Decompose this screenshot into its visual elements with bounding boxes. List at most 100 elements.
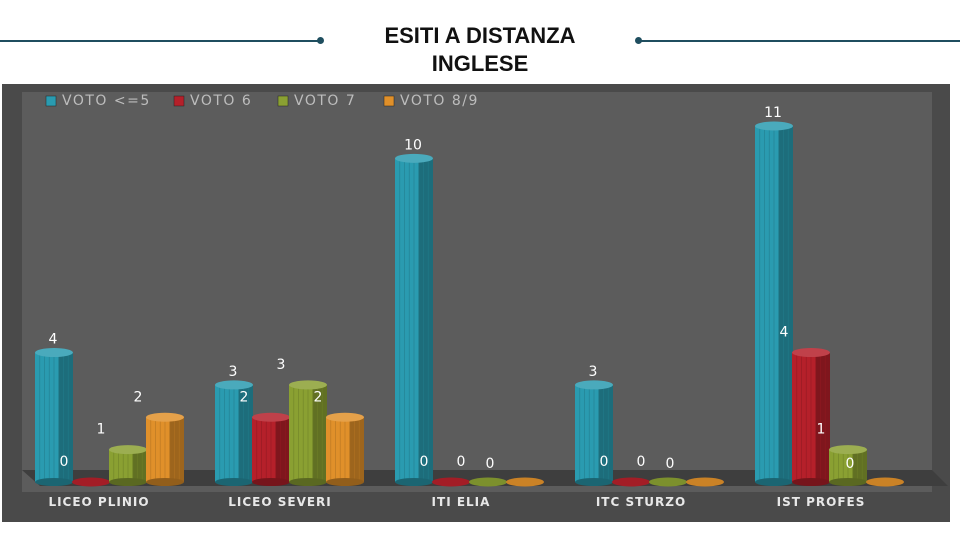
data-label-2-3: 3 bbox=[277, 357, 286, 373]
bar-1-1: 4 bbox=[35, 332, 73, 486]
bar-top bbox=[506, 477, 544, 487]
data-label-1-2: 0 bbox=[60, 454, 69, 470]
data-label-2-1: 3 bbox=[229, 364, 238, 380]
bar-shade bbox=[778, 126, 793, 482]
bar-top bbox=[686, 477, 724, 487]
bar-top bbox=[575, 380, 613, 390]
data-label-3-4: 0 bbox=[486, 456, 495, 472]
legend: VOTO <=5 VOTO 6 VOTO 7 VOTO 8/9 bbox=[45, 93, 479, 109]
bar-3-4: 0 bbox=[486, 456, 544, 487]
bar-base bbox=[215, 478, 253, 486]
bar-5-1: 11 bbox=[755, 105, 793, 486]
bar-top bbox=[755, 121, 793, 131]
legend-label-2: VOTO 6 bbox=[190, 93, 252, 109]
bar-3-1: 10 bbox=[395, 137, 433, 486]
bar-top bbox=[866, 477, 904, 487]
title-rule-right bbox=[638, 40, 960, 42]
bar-top bbox=[432, 477, 470, 487]
bar-top bbox=[829, 445, 867, 455]
bar-2-1: 3 bbox=[215, 364, 253, 486]
legend-swatch-1 bbox=[45, 95, 57, 107]
bar-shade bbox=[852, 449, 867, 482]
title-rule-left bbox=[0, 40, 320, 42]
bar-4-2: 0 bbox=[600, 454, 650, 487]
bar-base bbox=[289, 478, 327, 486]
category-label-4: ITC STURZO bbox=[596, 495, 686, 509]
bar-4-4: 0 bbox=[666, 456, 724, 487]
legend-swatch-4 bbox=[383, 95, 395, 107]
bar-shade bbox=[349, 417, 364, 482]
bar-base bbox=[326, 478, 364, 486]
bar-shade bbox=[418, 158, 433, 482]
data-label-5-1: 11 bbox=[764, 105, 782, 121]
bar-4-1: 3 bbox=[575, 364, 613, 486]
data-label-5-3: 1 bbox=[817, 422, 826, 438]
data-label-4-4: 0 bbox=[666, 456, 675, 472]
category-label-5: IST PROFES bbox=[777, 495, 866, 509]
bar-top bbox=[289, 380, 327, 390]
bar-base bbox=[252, 478, 290, 486]
bar-top bbox=[215, 380, 253, 390]
bar-base bbox=[146, 478, 184, 486]
bar-shade bbox=[815, 352, 830, 482]
data-label-3-1: 10 bbox=[404, 137, 422, 153]
bar-shade bbox=[598, 384, 613, 482]
bar-2-3: 3 bbox=[277, 357, 327, 486]
bar-base bbox=[792, 478, 830, 486]
bar-base bbox=[829, 478, 867, 486]
data-label-5-2: 4 bbox=[780, 325, 789, 341]
bar-base bbox=[575, 478, 613, 486]
bar-top bbox=[612, 477, 650, 487]
bar-base bbox=[395, 478, 433, 486]
bar-top bbox=[109, 445, 147, 455]
chart-title: ESITI A DISTANZA INGLESE bbox=[330, 22, 630, 78]
title-rule-left-dot bbox=[317, 37, 324, 44]
legend-label-3: VOTO 7 bbox=[294, 93, 356, 109]
bar-shade bbox=[312, 384, 327, 482]
bar-1-4: 2 bbox=[134, 389, 184, 486]
data-label-3-3: 0 bbox=[457, 454, 466, 470]
data-label-4-3: 0 bbox=[637, 454, 646, 470]
data-label-3-2: 0 bbox=[420, 454, 429, 470]
bar-shade bbox=[238, 384, 253, 482]
data-label-4-2: 0 bbox=[600, 454, 609, 470]
bar-3-3: 0 bbox=[457, 454, 507, 487]
bar-top bbox=[395, 153, 433, 163]
bar-shade bbox=[275, 417, 290, 482]
bar-5-3: 1 bbox=[817, 422, 867, 486]
bar-2-4: 2 bbox=[314, 389, 364, 486]
data-label-2-2: 2 bbox=[240, 389, 249, 405]
chart-title-line-2: INGLESE bbox=[431, 51, 529, 76]
bar-5-2: 4 bbox=[780, 325, 830, 486]
bar-base bbox=[109, 478, 147, 486]
bar-top bbox=[252, 412, 290, 422]
data-label-5-4: 0 bbox=[846, 456, 855, 472]
bar-1-3: 1 bbox=[97, 422, 147, 486]
bar-top bbox=[326, 412, 364, 422]
data-label-4-1: 3 bbox=[589, 364, 598, 380]
bar-shade bbox=[169, 417, 184, 482]
bar-shade bbox=[132, 449, 147, 482]
bar-1-2: 0 bbox=[60, 454, 110, 487]
bar-4-3: 0 bbox=[637, 454, 687, 487]
data-label-1-1: 4 bbox=[49, 332, 58, 348]
data-label-1-3: 1 bbox=[97, 422, 106, 438]
bar-3-2: 0 bbox=[420, 454, 470, 487]
bar-shade bbox=[58, 352, 73, 482]
category-labels: LICEO PLINIO LICEO SEVERI ITI ELIA ITC STUR… bbox=[48, 495, 866, 509]
bar-5-4: 0 bbox=[846, 456, 904, 487]
data-label-1-4: 2 bbox=[134, 389, 143, 405]
bar-top bbox=[72, 477, 110, 487]
legend-swatch-3 bbox=[277, 95, 289, 107]
bar-top bbox=[649, 477, 687, 487]
legend-label-4: VOTO 8/9 bbox=[400, 93, 479, 109]
legend-swatch-2 bbox=[173, 95, 185, 107]
category-label-1: LICEO PLINIO bbox=[48, 495, 149, 509]
bar-base bbox=[35, 478, 73, 486]
legend-label-1: VOTO <=5 bbox=[62, 93, 151, 109]
chart-title-line-1: ESITI A DISTANZA bbox=[384, 23, 576, 48]
bar-top bbox=[792, 348, 830, 358]
data-label-2-4: 2 bbox=[314, 389, 323, 405]
bar-top bbox=[146, 412, 184, 422]
